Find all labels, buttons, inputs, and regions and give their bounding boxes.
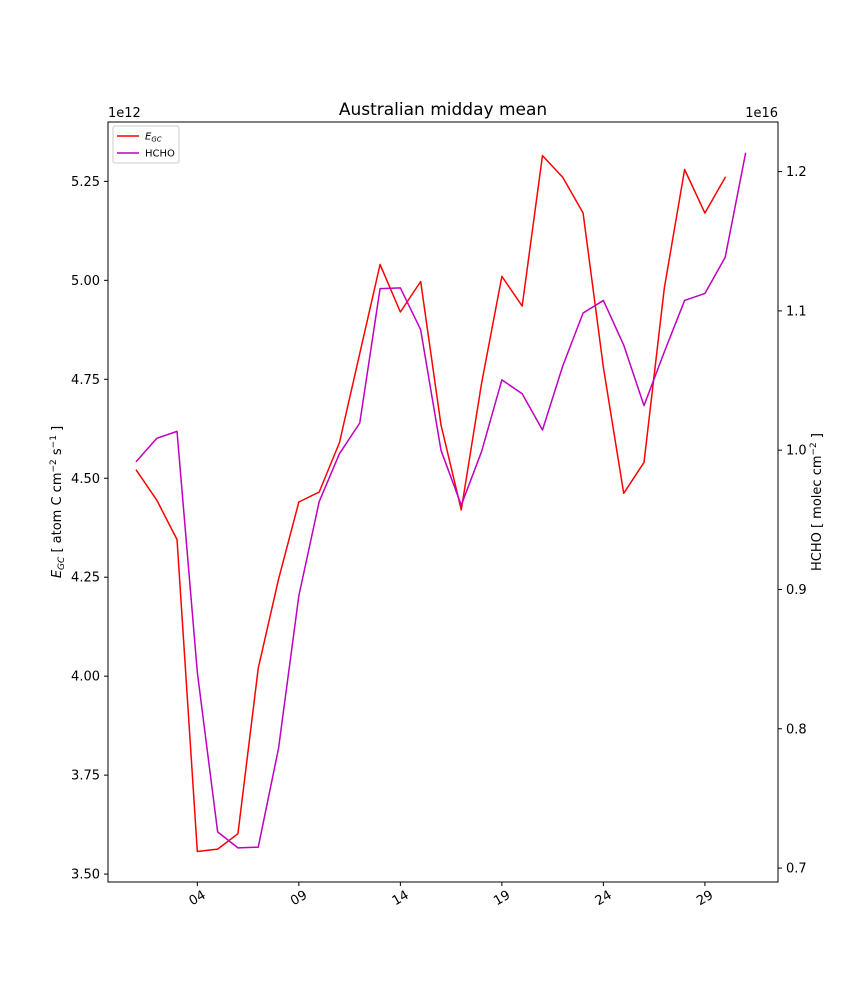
x-tick-label: 14 — [390, 888, 412, 909]
left-axis-label-sup1: −2 — [49, 459, 59, 472]
legend-label-sub: GC — [151, 136, 161, 144]
right-axis-label-sup: −2 — [809, 442, 819, 455]
left-y-tick-label: 3.75 — [71, 769, 100, 784]
legend: EGC HCHO — [112, 125, 180, 164]
left-axis-label: EGC [ atom C cm−2 s−1 ] — [49, 426, 67, 578]
right-y-tick-label: 0.7 — [786, 862, 807, 877]
series-line-egc — [135, 154, 727, 853]
left-y-tick-label: 4.25 — [71, 571, 100, 586]
right-offset-text: 1e16 — [745, 106, 778, 121]
left-y-tick-label: 4.50 — [71, 472, 100, 487]
left-axis-label-rest: [ atom C cm — [50, 473, 65, 557]
x-tick-label: 19 — [491, 888, 513, 909]
x-tick-label: 04 — [187, 888, 209, 909]
left-y-tick-label: 5.25 — [71, 175, 100, 190]
right-axis-label-end: ] — [810, 433, 825, 442]
left-axis-label-sup2: −1 — [49, 435, 59, 448]
x-tick-label: 09 — [288, 888, 310, 909]
right-axis-label-main: HCHO [ molec cm — [810, 455, 825, 571]
right-y-tick-label: 0.9 — [786, 583, 807, 598]
left-offset-text: 1e12 — [108, 106, 141, 121]
left-axis-label-sub: GC — [57, 556, 67, 570]
right-axis-label: HCHO [ molec cm−2 ] — [809, 433, 825, 571]
left-y-tick-label: 4.75 — [71, 373, 100, 388]
right-y-tick-label: 1.1 — [786, 304, 807, 319]
legend-label-main: E — [145, 132, 152, 143]
left-y-tick-label: 5.00 — [71, 274, 100, 289]
plot-frame — [107, 121, 779, 883]
right-y-tick-label: 0.8 — [786, 722, 807, 737]
legend-label-hcho: HCHO — [145, 149, 175, 160]
left-axis-label-mid: s — [50, 448, 65, 459]
left-axis-label-end: ] — [50, 426, 65, 435]
right-y-tick-label: 1.0 — [786, 444, 807, 459]
legend-label-egc: EGC — [145, 132, 162, 144]
chart-title: Australian midday mean — [339, 100, 547, 120]
plot-area: 3.50 3.75 4.00 4.25 4.50 4.75 5.00 5.25 1e12 0.7 0… — [49, 106, 825, 909]
x-tick-label: 24 — [593, 888, 615, 909]
series-line-hcho — [135, 152, 747, 849]
right-y-tick-label: 1.2 — [786, 165, 807, 180]
x-tick-label: 29 — [694, 888, 716, 909]
left-axis-label-main: E — [50, 569, 65, 578]
left-y-tick-label: 4.00 — [71, 670, 100, 685]
left-y-tick-label: 3.50 — [71, 868, 100, 883]
